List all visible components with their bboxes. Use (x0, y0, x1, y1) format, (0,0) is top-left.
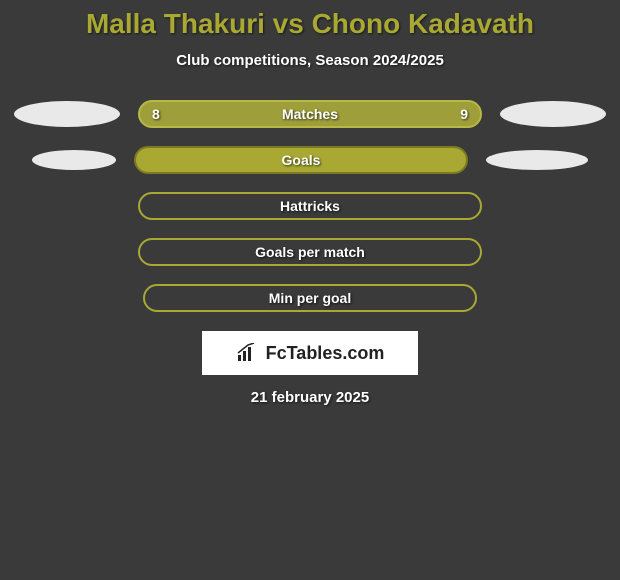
stat-bar-goals: Goals (134, 146, 468, 174)
ellipse-right-goals (486, 150, 588, 170)
logo: FcTables.com (236, 343, 385, 364)
date-label: 21 february 2025 (0, 389, 620, 406)
page-title: Malla Thakuri vs Chono Kadavath (0, 8, 620, 40)
ellipse-left-goals (32, 150, 116, 170)
logo-box: FcTables.com (202, 331, 418, 375)
stat-bar-matches: 8 Matches 9 (138, 100, 482, 128)
subtitle: Club competitions, Season 2024/2025 (0, 52, 620, 69)
stat-bar-mpg: Min per goal (143, 284, 477, 312)
ellipse-left-matches (14, 101, 120, 127)
stat-bar-hattricks: Hattricks (138, 192, 482, 220)
stat-label-mpg: Min per goal (269, 290, 351, 306)
stat-row-gpm: Goals per match (0, 237, 620, 267)
stat-row-matches: 8 Matches 9 (0, 99, 620, 129)
ellipse-right-matches (500, 101, 606, 127)
stat-bar-gpm: Goals per match (138, 238, 482, 266)
chart-icon (236, 343, 260, 363)
stat-label-matches: Matches (282, 106, 338, 122)
stat-label-hattricks: Hattricks (280, 198, 340, 214)
stat-value-left-matches: 8 (152, 106, 160, 122)
stat-row-mpg: Min per goal (0, 283, 620, 313)
logo-text: FcTables.com (266, 343, 385, 364)
infographic-container: Malla Thakuri vs Chono Kadavath Club com… (0, 0, 620, 406)
stat-label-gpm: Goals per match (255, 244, 365, 260)
stat-row-goals: Goals (0, 145, 620, 175)
stat-label-goals: Goals (282, 152, 321, 168)
stat-row-hattricks: Hattricks (0, 191, 620, 221)
stat-value-right-matches: 9 (460, 106, 468, 122)
